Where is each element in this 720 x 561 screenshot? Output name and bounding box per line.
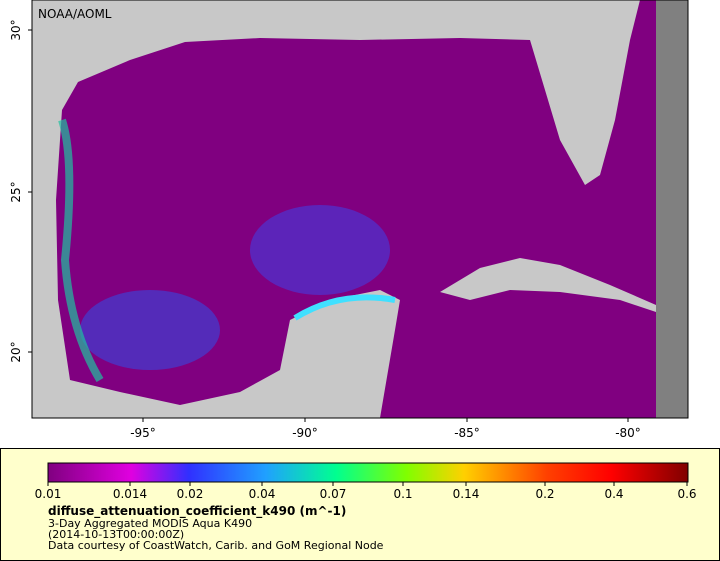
colorbar-label: 0.2	[535, 487, 554, 501]
colorbar-label: 0.04	[249, 487, 276, 501]
turbid-patch	[80, 290, 220, 370]
colorbar-label: 0.07	[320, 487, 347, 501]
colorbar-label: 0.02	[177, 487, 204, 501]
lon-label: -80°	[615, 426, 641, 440]
credit: NOAA/AOML	[38, 7, 112, 21]
colorbar-ticks: 0.01 0.014 0.02 0.04 0.07 0.1 0.14 0.2 0.4 0.6	[35, 482, 697, 501]
lat-label: 30°	[9, 19, 23, 40]
lon-label: -90°	[292, 426, 318, 440]
map: NOAA/AOML	[31, 0, 689, 419]
yucatan	[290, 294, 398, 418]
lon-label: -95°	[130, 426, 156, 440]
turbid-patch	[250, 205, 390, 295]
map-frame	[31, 0, 689, 419]
lon-label: -85°	[454, 426, 480, 440]
lat-labels: 30° 25° 20°	[9, 19, 32, 363]
legend-line: (2014-10-13T00:00:00Z)	[48, 528, 184, 541]
colorbar-label: 0.14	[453, 487, 480, 501]
legend-line: Data courtesy of CoastWatch, Carib. and …	[48, 539, 384, 552]
water	[56, 0, 656, 418]
lat-label: 20°	[9, 341, 23, 362]
legend-line: 3-Day Aggregated MODIS Aqua K490	[48, 517, 252, 530]
variable-name: diffuse_attenuation_coefficient_k490 (m^…	[48, 504, 346, 519]
colorbar-label: 0.01	[35, 487, 62, 501]
coastal-band	[293, 294, 396, 321]
colorbar-label: 0.4	[604, 487, 623, 501]
colorbar-label: 0.6	[677, 487, 696, 501]
lon-labels: -95° -90° -85° -80°	[130, 418, 641, 440]
colorbar-label: 0.014	[113, 487, 147, 501]
colorbar-label: 0.1	[393, 487, 412, 501]
lat-label: 25°	[9, 181, 23, 202]
no-data-strip	[656, 0, 688, 418]
cuba	[440, 258, 656, 312]
colorbar	[47, 462, 689, 483]
coastal-band	[58, 118, 104, 383]
